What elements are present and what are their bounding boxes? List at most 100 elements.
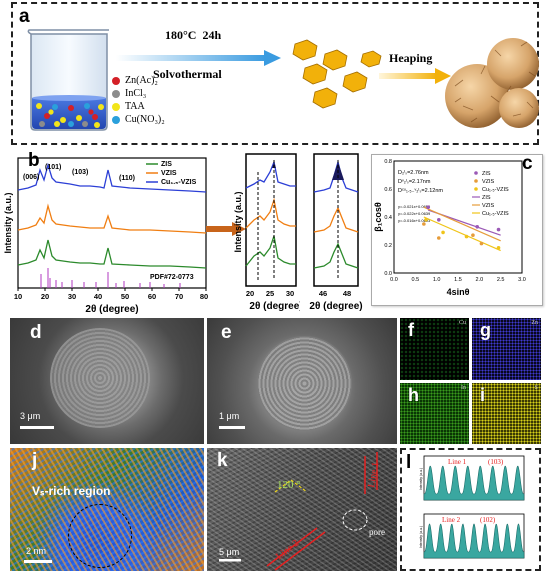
method-label: Solvothermal	[153, 67, 222, 81]
dot-icon	[112, 89, 120, 98]
pdf-label: PDF#72-0773	[150, 274, 194, 281]
xtick-marks	[17, 288, 207, 291]
nanosheets-illustration	[292, 39, 382, 109]
line-profile-2: Line 2 (102) Intensity (a.u.)	[419, 513, 525, 559]
y-axis-label: Intensity (a.u.)	[3, 192, 13, 253]
panel-k-hrtem-image: k 120 ° Line 1 Line 2 pore 5 μm	[207, 448, 397, 571]
legend-item: InCl₃	[112, 87, 242, 100]
equation-label: y=-0.021x+0.0655	[398, 204, 431, 209]
data-point	[479, 241, 484, 246]
ytick-label: 0.6	[384, 187, 392, 193]
equation-label: y=-0.016x+0.0603	[398, 218, 431, 223]
legend-label: VZIS	[482, 179, 495, 185]
xtick-label: 20	[41, 292, 49, 301]
angle-lines	[274, 479, 308, 493]
xtick-label: 0.5	[412, 277, 420, 283]
legend-vzis: VZIS	[161, 170, 177, 177]
panel-label-b: b	[28, 150, 40, 171]
legend-label: VZIS	[482, 203, 495, 209]
size-label: D₂ᴵₛ=2.76nm	[398, 169, 429, 176]
xtick-label: 60	[148, 292, 156, 301]
data-point	[464, 234, 469, 239]
element-label: S	[534, 385, 538, 391]
peak-label: (110)	[119, 175, 135, 182]
line-2-label: Line 2	[274, 538, 301, 563]
data-point	[441, 230, 445, 235]
legend-zis: ZIS	[161, 161, 172, 168]
angle-label: 120 °	[277, 479, 301, 491]
element-label: Zn	[531, 320, 538, 326]
x-axis-label: 2θ (degree)	[249, 301, 300, 312]
x-axis-label: 2θ (degree)	[85, 304, 138, 315]
panel-h-eds-map: h In	[400, 383, 469, 444]
scale-bar	[219, 559, 241, 562]
panel-label-a: a	[19, 6, 30, 27]
xrd-zoom-chart-2: 46 48 2θ (degree)	[309, 153, 363, 312]
panel-d-sem-image: d 3 μm	[10, 318, 204, 444]
line-profile-1: Line 1 (103) Intensity (a.u.)	[419, 455, 525, 501]
ytick-label: 0.8	[384, 159, 392, 165]
dot-icon	[112, 115, 120, 124]
panel-l: l Line 1 (103) Intensity (a.u.) Line 2 (…	[400, 448, 541, 571]
data-point	[471, 233, 475, 237]
xtick-label: 25	[266, 289, 274, 298]
scale-bar	[24, 560, 52, 563]
data-point	[424, 218, 428, 222]
scale-label: 3 μm	[20, 411, 41, 421]
ytick-label: 0.2	[384, 243, 392, 249]
panel-j-hrtem-image: j Vₛ-rich region 2 nm	[10, 448, 204, 571]
arrow-right-icon	[379, 68, 451, 84]
arrow-right-icon	[206, 222, 246, 236]
reaction-conditions: 180°C 24h	[165, 28, 222, 42]
pore-label: pore	[369, 527, 385, 537]
peak-label: (006)	[23, 174, 39, 181]
panel-label-g: g	[480, 320, 491, 340]
panel-c: c D₂ᴵₛ=2.76nm Dᵛ₂ᴵₛ=2.17nm Dᶜᵘ₁.₅₋ᵛ₂ᴵₛ=2…	[371, 153, 543, 306]
legend-item: TAA	[112, 100, 242, 113]
microspheres-illustration	[445, 38, 539, 128]
legend-marker	[474, 187, 478, 191]
legend-item: Cu(NO₃)₂	[112, 113, 242, 126]
panel-label-e: e	[221, 322, 232, 343]
xtick-label: 0.0	[390, 277, 398, 283]
dot-icon	[112, 102, 120, 111]
panel-label-f: f	[408, 320, 414, 340]
element-label: Cu	[458, 320, 466, 326]
data-point	[437, 218, 441, 222]
xtick-label: 1.0	[433, 277, 441, 283]
xrd-main-chart: 10 20 30 40 50 60 70 80 2θ (degree) Inte…	[3, 157, 208, 315]
xrd-zoom-chart-1: 20 25 30 2θ (degree) Intensity (a.u.)	[233, 153, 300, 312]
profile-ylabel: Intensity (a.u.)	[419, 526, 423, 548]
xtick-label: 46	[319, 289, 327, 298]
region-label: Vₛ-rich region	[32, 484, 111, 498]
x-axis-label: 4sinθ	[447, 287, 470, 297]
panel-label-h: h	[408, 385, 419, 405]
xtick-label: 40	[94, 292, 102, 301]
panel-f-eds-map: f Cu	[400, 318, 469, 380]
scale-bar	[20, 426, 54, 429]
legend-label: Cu₁.₅-VZIS	[482, 187, 509, 193]
legend-label: Cu₁.₅-VZIS	[482, 211, 509, 217]
panel-label-j: j	[32, 450, 38, 471]
xtick-label: 3.0	[518, 277, 526, 283]
williamson-hall-chart: D₂ᴵₛ=2.76nm Dᵛ₂ᴵₛ=2.17nm Dᶜᵘ₁.₅₋ᵛ₂ᴵₛ=2.1…	[373, 159, 526, 297]
scale-label: 2 nm	[26, 546, 47, 556]
xrd-curve-cu-vzis	[17, 162, 207, 193]
data-point	[496, 227, 501, 232]
profile-ylabel: Intensity (a.u.)	[419, 468, 423, 490]
element-label: In	[461, 385, 466, 391]
panel-label-k: k	[217, 450, 228, 471]
region-circle	[68, 504, 132, 568]
beaker-illustration	[27, 29, 109, 131]
precursor-particles	[36, 103, 104, 128]
line-1-label: Line 1	[366, 461, 381, 488]
xtick-label: 80	[200, 292, 208, 301]
panel-e-sem-image: e 1 μm	[207, 318, 397, 444]
heaping-label: Heaping	[389, 51, 433, 65]
legend-label: ZIS	[482, 195, 491, 201]
pdf-reference-lines	[40, 268, 181, 288]
xtick-label: 30	[68, 292, 76, 301]
peak-label: (103)	[72, 169, 88, 176]
legend-cu-vzis: Cu₁.₅-VZIS	[161, 179, 197, 186]
legend-marker	[474, 171, 478, 175]
